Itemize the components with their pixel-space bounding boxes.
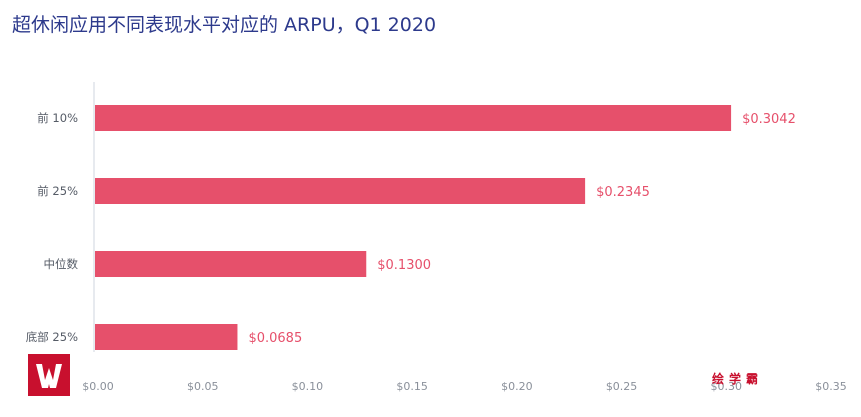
bar	[95, 105, 732, 131]
chart-title: 超休闲应用不同表现水平对应的 ARPU，Q1 2020	[12, 14, 437, 36]
x-tick-label: $0.10	[292, 380, 324, 393]
bar-value-label: $0.3042	[742, 112, 796, 127]
bar-value-label: $0.2345	[596, 185, 650, 200]
x-tick-label: $0.35	[815, 380, 847, 393]
x-tick-label: $0.20	[501, 380, 533, 393]
category-label: 底部 25%	[26, 330, 78, 344]
bar	[95, 324, 238, 350]
x-tick-label: $0.05	[187, 380, 219, 393]
category-label: 中位数	[44, 257, 79, 271]
bar-value-label: $0.0685	[248, 331, 302, 346]
logo-icon	[36, 364, 62, 388]
bar	[95, 251, 367, 277]
x-tick-label: $0.15	[396, 380, 428, 393]
x-tick-label: $0.30	[711, 380, 743, 393]
category-label: 前 25%	[37, 184, 78, 198]
watermark-text: 绘学霸	[712, 372, 764, 386]
bar-value-label: $0.1300	[377, 258, 431, 273]
bar	[95, 178, 586, 204]
x-tick-label: $0.00	[82, 380, 114, 393]
x-tick-label: $0.25	[606, 380, 638, 393]
category-label: 前 10%	[37, 111, 78, 125]
brand-logo	[28, 354, 70, 396]
